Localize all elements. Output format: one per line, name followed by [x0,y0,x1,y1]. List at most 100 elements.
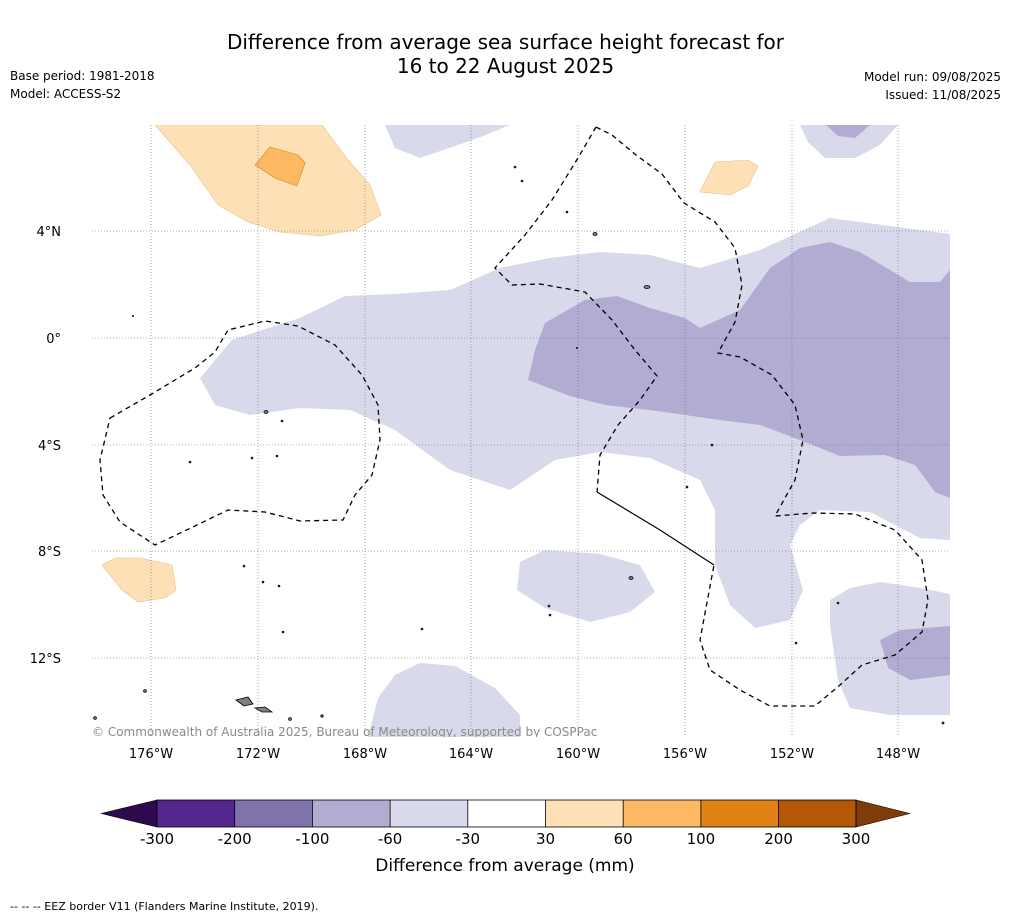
eez-kiribati-line [595,126,929,707]
colorbar-swatch-8 [700,800,779,827]
copyright-text: © Commonwealth of Australia 2025, Bureau… [92,725,597,739]
island-dot-18 [93,716,97,720]
island-dot-11 [548,613,552,617]
island-dot-12 [420,627,424,631]
lon-label-160w: 160°W [556,747,600,762]
island-upolu [235,696,254,707]
map-title: Difference from average sea surface heig… [0,30,1011,78]
island-dot-3 [565,210,569,214]
island-dot-2 [520,179,524,183]
lat-label-12s: 12°S [30,652,61,667]
island-savaii [253,706,274,713]
island-dot-23 [941,721,945,725]
colorbar-dividers [156,799,857,828]
island-atoll-1 [592,232,598,236]
island-dot-17 [143,689,147,693]
island-dot-6 [275,454,279,458]
island-dot-1 [513,165,517,169]
lat-label-4n: 4°N [37,225,62,240]
colorbar-high-extension [855,799,911,828]
colorbar-title: Difference from average (mm) [375,856,634,876]
title-line-2: 16 to 22 August 2025 [396,54,615,78]
colorbar-swatch-7 [623,800,701,827]
mid-purple-south-east [880,626,950,680]
island-dot-5 [250,456,254,460]
light-orange-north-west [154,125,382,237]
colorbar-swatch-2 [234,800,313,827]
eez-solid-segment [596,491,715,566]
light-orange-south-west [101,557,177,603]
colorbar-swatch-4 [390,800,468,827]
longitude-labels: 176°W 172°W 168°W 164°W 160°W 156°W 152°… [129,747,920,762]
island-dot-21 [836,601,840,605]
lon-label-176w: 176°W [129,747,173,762]
model-name: Model: ACCESS-S2 [10,87,122,101]
light-purple-top-band [385,125,510,158]
meta-right: Model run: 09/08/2025 Issued: 11/08/2025 [864,68,1001,104]
eez-border-solid [596,491,715,566]
colorbar-swatch-3 [312,800,391,827]
lon-label-168w: 168°W [343,747,387,762]
eez-legend-footer: -- -- -- EEZ border V11 (Flanders Marine… [10,900,319,913]
island-dot-9 [685,485,689,489]
island-dot-13 [281,630,285,634]
colorbar-ticks: -300 -200 -100 -60 -30 30 60 100 200 300 [140,830,870,848]
island-dot-16 [277,584,281,588]
lon-label-172w: 172°W [236,747,280,762]
model-run: Model run: 09/08/2025 [863,70,1001,84]
islands [93,165,945,725]
island-dot-22 [794,641,798,645]
gridlines [92,125,950,737]
island-dot-4 [188,460,192,464]
light-purple-top-right [800,125,898,158]
island-dot-19 [288,717,292,721]
colorbar-tick-2: -200 [218,830,252,848]
island-dot-8 [710,443,714,447]
colorbar-tick-8: 100 [687,830,716,848]
eez-borders [99,126,929,707]
lon-label-148w: 148°W [876,747,920,762]
eez-segment-north [494,126,658,493]
colorbar-tick-9: 200 [764,830,793,848]
colorbar-tick-10: 300 [842,830,871,848]
issued-date: Issued: 11/08/2025 [885,88,1001,102]
island-dot-25 [576,346,579,349]
colorbar-outline [156,799,857,828]
latitude-labels: 4°N 0° 4°S 8°S 12°S [30,225,61,667]
colorbar-low-extension [100,799,158,828]
colorbar-swatch-6 [545,800,624,827]
title-line-1: Difference from average sea surface heig… [226,30,785,54]
colorbar: -300 -200 -100 -60 -30 30 60 100 200 300… [100,799,911,876]
mid-purple-main-region [528,242,950,498]
mid-purple-top-right [826,125,870,138]
anomaly-orange [254,146,306,187]
colorbar-tick-6: 30 [536,830,555,848]
island-dot-20 [320,714,324,718]
lat-label-8s: 8°S [38,545,61,560]
lat-label-0: 0° [46,332,61,347]
island-dot-10 [547,604,551,608]
colorbar-tick-7: 60 [614,830,633,848]
base-period: Base period: 1981-2018 [10,69,155,83]
light-orange-north-east [699,159,759,196]
lat-label-4s: 4°S [38,439,61,454]
eez-kiribati-phoenix [99,320,381,546]
map-area: © Commonwealth of Australia 2025, Bureau… [92,125,950,739]
lon-label-156w: 156°W [663,747,707,762]
colorbar-tick-5: -30 [456,830,481,848]
colorbar-swatch-1 [157,800,235,827]
anomaly-light-orange [101,125,759,603]
island-atoll-3 [628,576,634,580]
island-dot-14 [242,564,246,568]
colorbar-swatch-5 [467,800,546,827]
light-purple-south-west [368,663,520,737]
light-purple-central-south [517,550,655,622]
island-dot-7 [280,419,284,423]
meta-left: Base period: 1981-2018 Model: ACCESS-S2 [10,67,155,103]
lon-label-164w: 164°W [449,747,493,762]
lon-label-152w: 152°W [770,747,814,762]
colorbar-tick-4: -60 [378,830,403,848]
colorbar-tick-1: -300 [140,830,174,848]
orange-north-west-patch [254,146,306,187]
